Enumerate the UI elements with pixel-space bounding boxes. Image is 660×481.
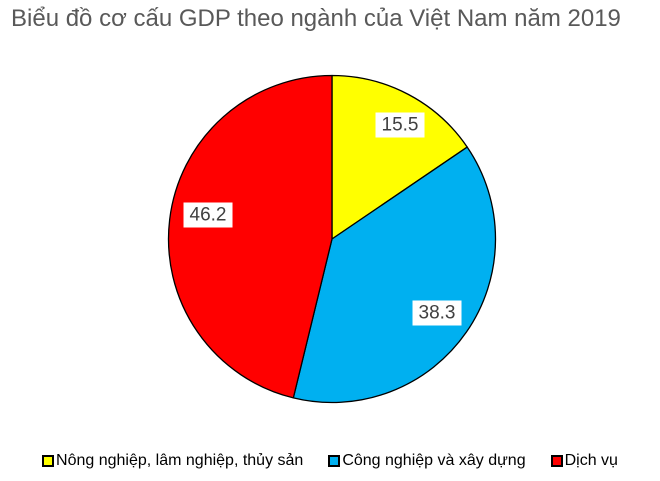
pie-slice-3 xyxy=(167,74,333,399)
legend-label-services: Dịch vụ xyxy=(564,452,618,469)
slice-value-label-agriculture: 15.5 xyxy=(375,112,425,138)
chart-title: Biểu đồ cơ cấu GDP theo ngành của Việt N… xyxy=(11,5,621,32)
legend-label-industry: Công nghiệp và xây dựng xyxy=(342,452,526,469)
legend-marker-agriculture-icon xyxy=(42,455,55,467)
legend-label-agriculture: Nông nghiệp, lâm nghiệp, thủy sản xyxy=(56,452,304,469)
legend-item-services: Dịch vụ xyxy=(550,452,618,470)
pie-slice-1 xyxy=(331,74,468,240)
legend-marker-services-icon xyxy=(550,455,563,467)
legend-item-agriculture: Nông nghiệp, lâm nghiệp, thủy sản xyxy=(42,452,303,470)
legend-marker-industry-icon xyxy=(328,455,341,467)
chart-legend: Nông nghiệp, lâm nghiệp, thủy sản Công n… xyxy=(0,449,660,473)
slice-value-label-industry: 38.3 xyxy=(412,300,462,326)
legend-item-industry: Công nghiệp và xây dựng xyxy=(328,452,526,470)
pie-slice-2 xyxy=(292,146,497,404)
slice-value-label-services: 46.2 xyxy=(183,202,233,228)
